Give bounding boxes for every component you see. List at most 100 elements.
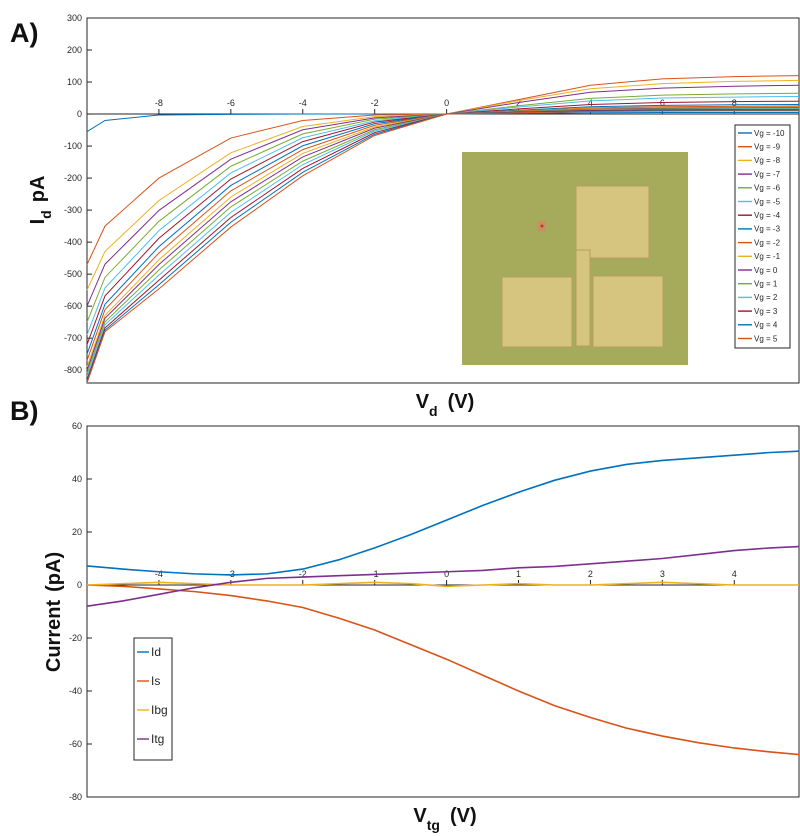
legend-label: Vg = 1 bbox=[754, 280, 778, 289]
series-line bbox=[86, 545, 800, 607]
x-tick-label: 4 bbox=[588, 98, 593, 108]
y-tick-label: 100 bbox=[67, 77, 82, 87]
series-line bbox=[86, 105, 800, 361]
series-line bbox=[86, 75, 800, 265]
y-tick-label: -800 bbox=[64, 365, 82, 375]
x-axis-label-sub: tg bbox=[427, 817, 440, 833]
series-line bbox=[86, 107, 800, 371]
x-tick-label: 4 bbox=[732, 569, 737, 579]
gate-pad bbox=[575, 185, 650, 259]
y-tick-label: -20 bbox=[69, 633, 82, 643]
series-line bbox=[86, 79, 800, 291]
x-axis-label: Vtg (V) bbox=[413, 805, 476, 833]
drain-pad bbox=[592, 275, 664, 348]
x-tick-label: 0 bbox=[444, 569, 449, 579]
legend-label: Itg bbox=[151, 732, 164, 746]
legend-label: Vg = -9 bbox=[754, 143, 781, 152]
series-line bbox=[86, 450, 800, 576]
y-tick-label: -100 bbox=[64, 141, 82, 151]
x-tick-label: -2 bbox=[371, 98, 379, 108]
y-tick-label: -200 bbox=[64, 173, 82, 183]
x-tick-label: 6 bbox=[660, 98, 665, 108]
legend-label: Ibg bbox=[151, 703, 168, 717]
x-tick-label: -4 bbox=[299, 98, 307, 108]
y-tick-label: 40 bbox=[72, 474, 82, 484]
y-tick-label: -400 bbox=[64, 237, 82, 247]
series-line bbox=[86, 584, 800, 756]
y-tick-label: 60 bbox=[72, 421, 82, 431]
y-tick-label: -40 bbox=[69, 686, 82, 696]
y-tick-label: -300 bbox=[64, 205, 82, 215]
legend-label: Vg = -5 bbox=[754, 197, 781, 206]
legend-label: Vg = 5 bbox=[754, 334, 778, 343]
plot-area bbox=[86, 425, 800, 798]
x-axis-label: Vd (V) bbox=[416, 391, 475, 419]
legend-label: Vg = -10 bbox=[754, 129, 785, 138]
source-pad bbox=[501, 276, 573, 348]
device-image bbox=[462, 152, 688, 365]
y-axis-label: Current (pA) bbox=[43, 552, 65, 672]
legend-label: Vg = 4 bbox=[754, 321, 778, 330]
legend-label: Vg = -6 bbox=[754, 184, 781, 193]
legend-label: Vg = -3 bbox=[754, 225, 781, 234]
legend-label: Vg = -4 bbox=[754, 211, 781, 220]
x-tick-label: -2 bbox=[299, 569, 307, 579]
y-axis-label-sub: d bbox=[38, 210, 54, 219]
y-tick-label: -60 bbox=[69, 739, 82, 749]
x-tick-label: 3 bbox=[660, 569, 665, 579]
y-tick-label: 20 bbox=[72, 527, 82, 537]
series-line bbox=[86, 103, 800, 355]
y-tick-label: 200 bbox=[67, 45, 82, 55]
y-tick-label: -80 bbox=[69, 792, 82, 802]
panel-label: A) bbox=[10, 18, 39, 48]
x-tick-label: 2 bbox=[516, 98, 521, 108]
y-axis-label-main: I bbox=[27, 219, 49, 225]
x-axis-label-sub: d bbox=[429, 403, 438, 419]
series-line bbox=[86, 84, 800, 307]
x-axis-label-main: V bbox=[413, 805, 427, 827]
x-tick-label: -3 bbox=[227, 569, 235, 579]
series-line bbox=[86, 107, 800, 374]
series-line bbox=[86, 109, 799, 382]
y-axis-label-unit: pA bbox=[27, 176, 49, 203]
y-tick-label: 300 bbox=[67, 13, 82, 23]
y-tick-label: -600 bbox=[64, 301, 82, 311]
y-axis-label: Id pA bbox=[27, 176, 54, 225]
legend-label: Vg = -7 bbox=[754, 170, 781, 179]
series-line bbox=[86, 92, 800, 323]
x-axis-label-main: V bbox=[416, 391, 430, 413]
gate-lead bbox=[575, 249, 591, 347]
series-line bbox=[86, 100, 800, 345]
legend-box bbox=[133, 637, 173, 761]
legend-label: Vg = -1 bbox=[754, 252, 781, 261]
y-axis-label-unit: (pA) bbox=[43, 552, 65, 592]
y-tick-label: -500 bbox=[64, 269, 82, 279]
series-line bbox=[86, 109, 799, 380]
y-axis-label-main: Current bbox=[43, 600, 65, 673]
legend-label: Vg = -8 bbox=[754, 156, 781, 165]
legend-label: Vg = 0 bbox=[754, 266, 778, 275]
plot-area bbox=[86, 17, 800, 384]
series-line bbox=[86, 110, 799, 384]
legend-label: Vg = 3 bbox=[754, 307, 778, 316]
x-tick-label: -4 bbox=[155, 569, 163, 579]
x-tick-label: -8 bbox=[155, 98, 163, 108]
y-tick-label: 0 bbox=[77, 109, 82, 119]
flake-center bbox=[540, 224, 544, 228]
legend-label: Vg = -2 bbox=[754, 238, 781, 247]
series-line bbox=[86, 106, 800, 368]
x-tick-label: 1 bbox=[516, 569, 521, 579]
x-axis-label-unit: (V) bbox=[450, 805, 477, 827]
series-line bbox=[86, 95, 800, 336]
panel-label: B) bbox=[10, 396, 39, 426]
x-tick-label: -6 bbox=[227, 98, 235, 108]
legend-label: Is bbox=[151, 674, 160, 688]
legend-label: Id bbox=[151, 645, 161, 659]
x-tick-label: 8 bbox=[732, 98, 737, 108]
series-line bbox=[86, 581, 799, 588]
x-tick-label: 0 bbox=[444, 98, 449, 108]
y-tick-label: -700 bbox=[64, 333, 82, 343]
legend-label: Vg = 2 bbox=[754, 293, 778, 302]
x-tick-label: 2 bbox=[588, 569, 593, 579]
